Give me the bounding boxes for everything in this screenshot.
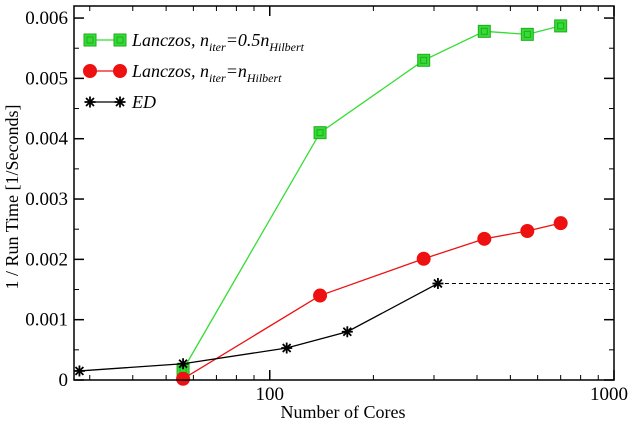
legend-entry-1: Lanczos, niter=nHilbert [83,61,282,85]
marker-asterisk-d2 [178,359,188,369]
marker-asterisk-d2 [115,97,125,107]
marker-square-inner [523,30,531,38]
marker-square-inner [420,56,428,64]
marker-square-inner [116,36,124,44]
marker-asterisk-d2 [85,97,95,107]
series-2 [73,277,614,377]
data-point [477,231,492,246]
marker-square-inner [86,36,94,44]
y-tick-label: 0 [59,370,69,391]
marker-square [554,19,568,33]
marker-square [477,24,491,38]
legend-swatch-marker [84,96,96,108]
marker-square-inner [480,27,488,35]
series-1 [176,216,568,386]
marker-asterisk-d2 [74,366,85,376]
legend-swatch-marker [113,64,127,78]
plot-frame [73,5,615,381]
data-point [281,342,293,354]
marker-square-inner [316,129,324,137]
data-point [520,224,535,239]
data-point [520,27,534,41]
x-axis-label: Number of Cores [281,402,406,422]
legend-label: ED [131,92,156,112]
legend-entry-0: Lanczos, niter=0.5nHilbert [83,30,305,54]
data-point [417,53,431,67]
y-tick-label: 0.001 [25,310,68,331]
marker-square [520,27,534,41]
marker-square [313,126,327,140]
legend-swatch-marker [113,33,127,47]
data-point [177,358,189,370]
marker-asterisk-d2 [433,278,443,289]
legend-swatch-marker [83,64,97,78]
marker-square [417,53,431,67]
data-point [73,365,85,377]
y-tick-label: 0.005 [25,68,68,89]
data-point [477,24,491,38]
legend: Lanczos, niter=0.5nHilbert Lanczos, niter… [83,30,305,112]
marker-square [83,33,97,47]
series-0 [176,19,568,377]
legend-swatch-marker [114,96,126,108]
x-tick-label: 1000 [590,384,628,405]
data-point [416,251,431,266]
legend-swatch-marker [83,33,97,47]
marker-square-inner [557,22,565,30]
legend-label: Lanczos, niter=nHilbert [131,61,282,85]
data-point [553,216,568,231]
y-axis-label: 1 / Run Time [1/Seconds] [2,104,22,289]
y-tick-label: 0.006 [25,8,68,29]
plot-area [73,19,614,386]
x-tick-label: 100 [256,384,285,405]
data-point [313,126,327,140]
legend-label: Lanczos, niter=0.5nHilbert [131,30,305,54]
y-tick-label: 0.002 [25,249,68,270]
data-point [432,277,444,289]
y-tick-label: 0.003 [25,189,68,210]
axes: 0 0.001 0.002 0.003 0.004 0.005 0.006 100 1000 [25,5,628,405]
data-point [341,326,353,338]
marker-square [113,33,127,47]
data-point [313,288,328,303]
data-point [176,371,191,386]
marker-asterisk-d2 [342,327,352,337]
data-point [554,19,568,33]
marker-asterisk-d2 [282,343,292,353]
legend-entry-2: ED [84,92,156,112]
y-tick-label: 0.004 [25,129,68,150]
